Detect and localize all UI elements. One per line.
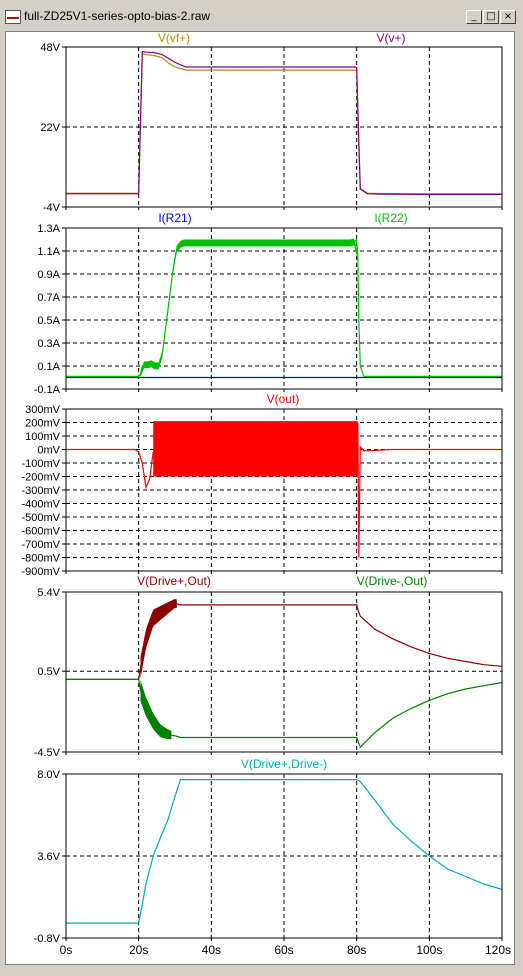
x-tick-label: 0s — [60, 943, 73, 957]
y-tick-label: -200mV — [21, 472, 60, 484]
y-tick-label: 8.0V — [37, 769, 60, 781]
series-title: I(R22) — [374, 211, 407, 225]
oscillation-band — [153, 421, 358, 477]
y-tick-label: -100mV — [21, 458, 60, 470]
x-tick-label: 40s — [202, 943, 221, 957]
y-tick-label: -4.5V — [34, 747, 61, 759]
y-tick-label: 0.1A — [37, 361, 60, 373]
y-tick-label: 3.6V — [37, 851, 60, 863]
y-tick-label: 0.3A — [37, 338, 60, 350]
close-button[interactable]: × — [500, 10, 516, 24]
series-line — [66, 678, 503, 749]
oscillation-band — [140, 680, 172, 740]
x-tick-label: 60s — [274, 943, 293, 957]
status-strip — [0, 966, 523, 976]
y-tick-label: 0.7A — [37, 292, 60, 304]
y-tick-label: -4V — [43, 202, 61, 214]
y-tick-label: -600mV — [21, 526, 60, 538]
y-tick-label: -400mV — [21, 499, 60, 511]
x-tick-label: 20s — [129, 943, 148, 957]
series-title: V(out) — [267, 392, 300, 406]
minimize-button[interactable]: _ — [466, 10, 482, 24]
x-tick-label: 120s — [485, 943, 511, 957]
y-tick-label: -800mV — [21, 553, 60, 565]
series-title: V(vf+) — [158, 31, 190, 45]
y-tick-label: 5.4V — [37, 587, 60, 599]
series-title: V(Drive+,Drive-) — [241, 757, 327, 771]
waveform-app-icon — [5, 10, 21, 24]
series-title: V(v+) — [376, 31, 405, 45]
y-tick-label: 48V — [40, 42, 60, 54]
series-line — [66, 50, 502, 195]
y-tick-label: 1.3A — [37, 223, 60, 235]
series-line — [66, 238, 502, 377]
series-line — [66, 779, 503, 924]
y-tick-label: -0.8V — [34, 933, 61, 945]
series-title: I(R21) — [158, 211, 191, 225]
series-title: V(Drive+,Out) — [137, 574, 211, 588]
y-tick-label: 300mV — [25, 404, 61, 416]
x-tick-label: 100s — [416, 943, 442, 957]
series-line — [66, 602, 503, 680]
series-line — [66, 422, 502, 558]
maximize-button[interactable]: □ — [483, 10, 499, 24]
y-tick-label: -900mV — [21, 566, 60, 578]
window-title: full-ZD25V1-series-opto-bias-2.raw — [24, 9, 211, 23]
y-tick-label: 0mV — [37, 445, 60, 457]
y-tick-label: -500mV — [21, 512, 60, 524]
y-tick-label: 200mV — [25, 418, 61, 430]
y-tick-label: -300mV — [21, 485, 60, 497]
y-tick-label: -0.1A — [34, 384, 61, 396]
series-title: V(Drive-,Out) — [357, 574, 428, 588]
y-tick-label: 0.5A — [37, 315, 60, 327]
y-tick-label: 0.9A — [37, 269, 60, 281]
title-bar[interactable]: full-ZD25V1-series-opto-bias-2.raw _ □ × — [0, 0, 523, 31]
y-tick-label: 22V — [40, 122, 60, 134]
y-tick-label: -700mV — [21, 539, 60, 551]
x-tick-label: 80s — [347, 943, 366, 957]
y-tick-label: 1.1A — [37, 246, 60, 258]
y-tick-label: 0.5V — [37, 666, 60, 678]
y-tick-label: 100mV — [25, 431, 61, 443]
